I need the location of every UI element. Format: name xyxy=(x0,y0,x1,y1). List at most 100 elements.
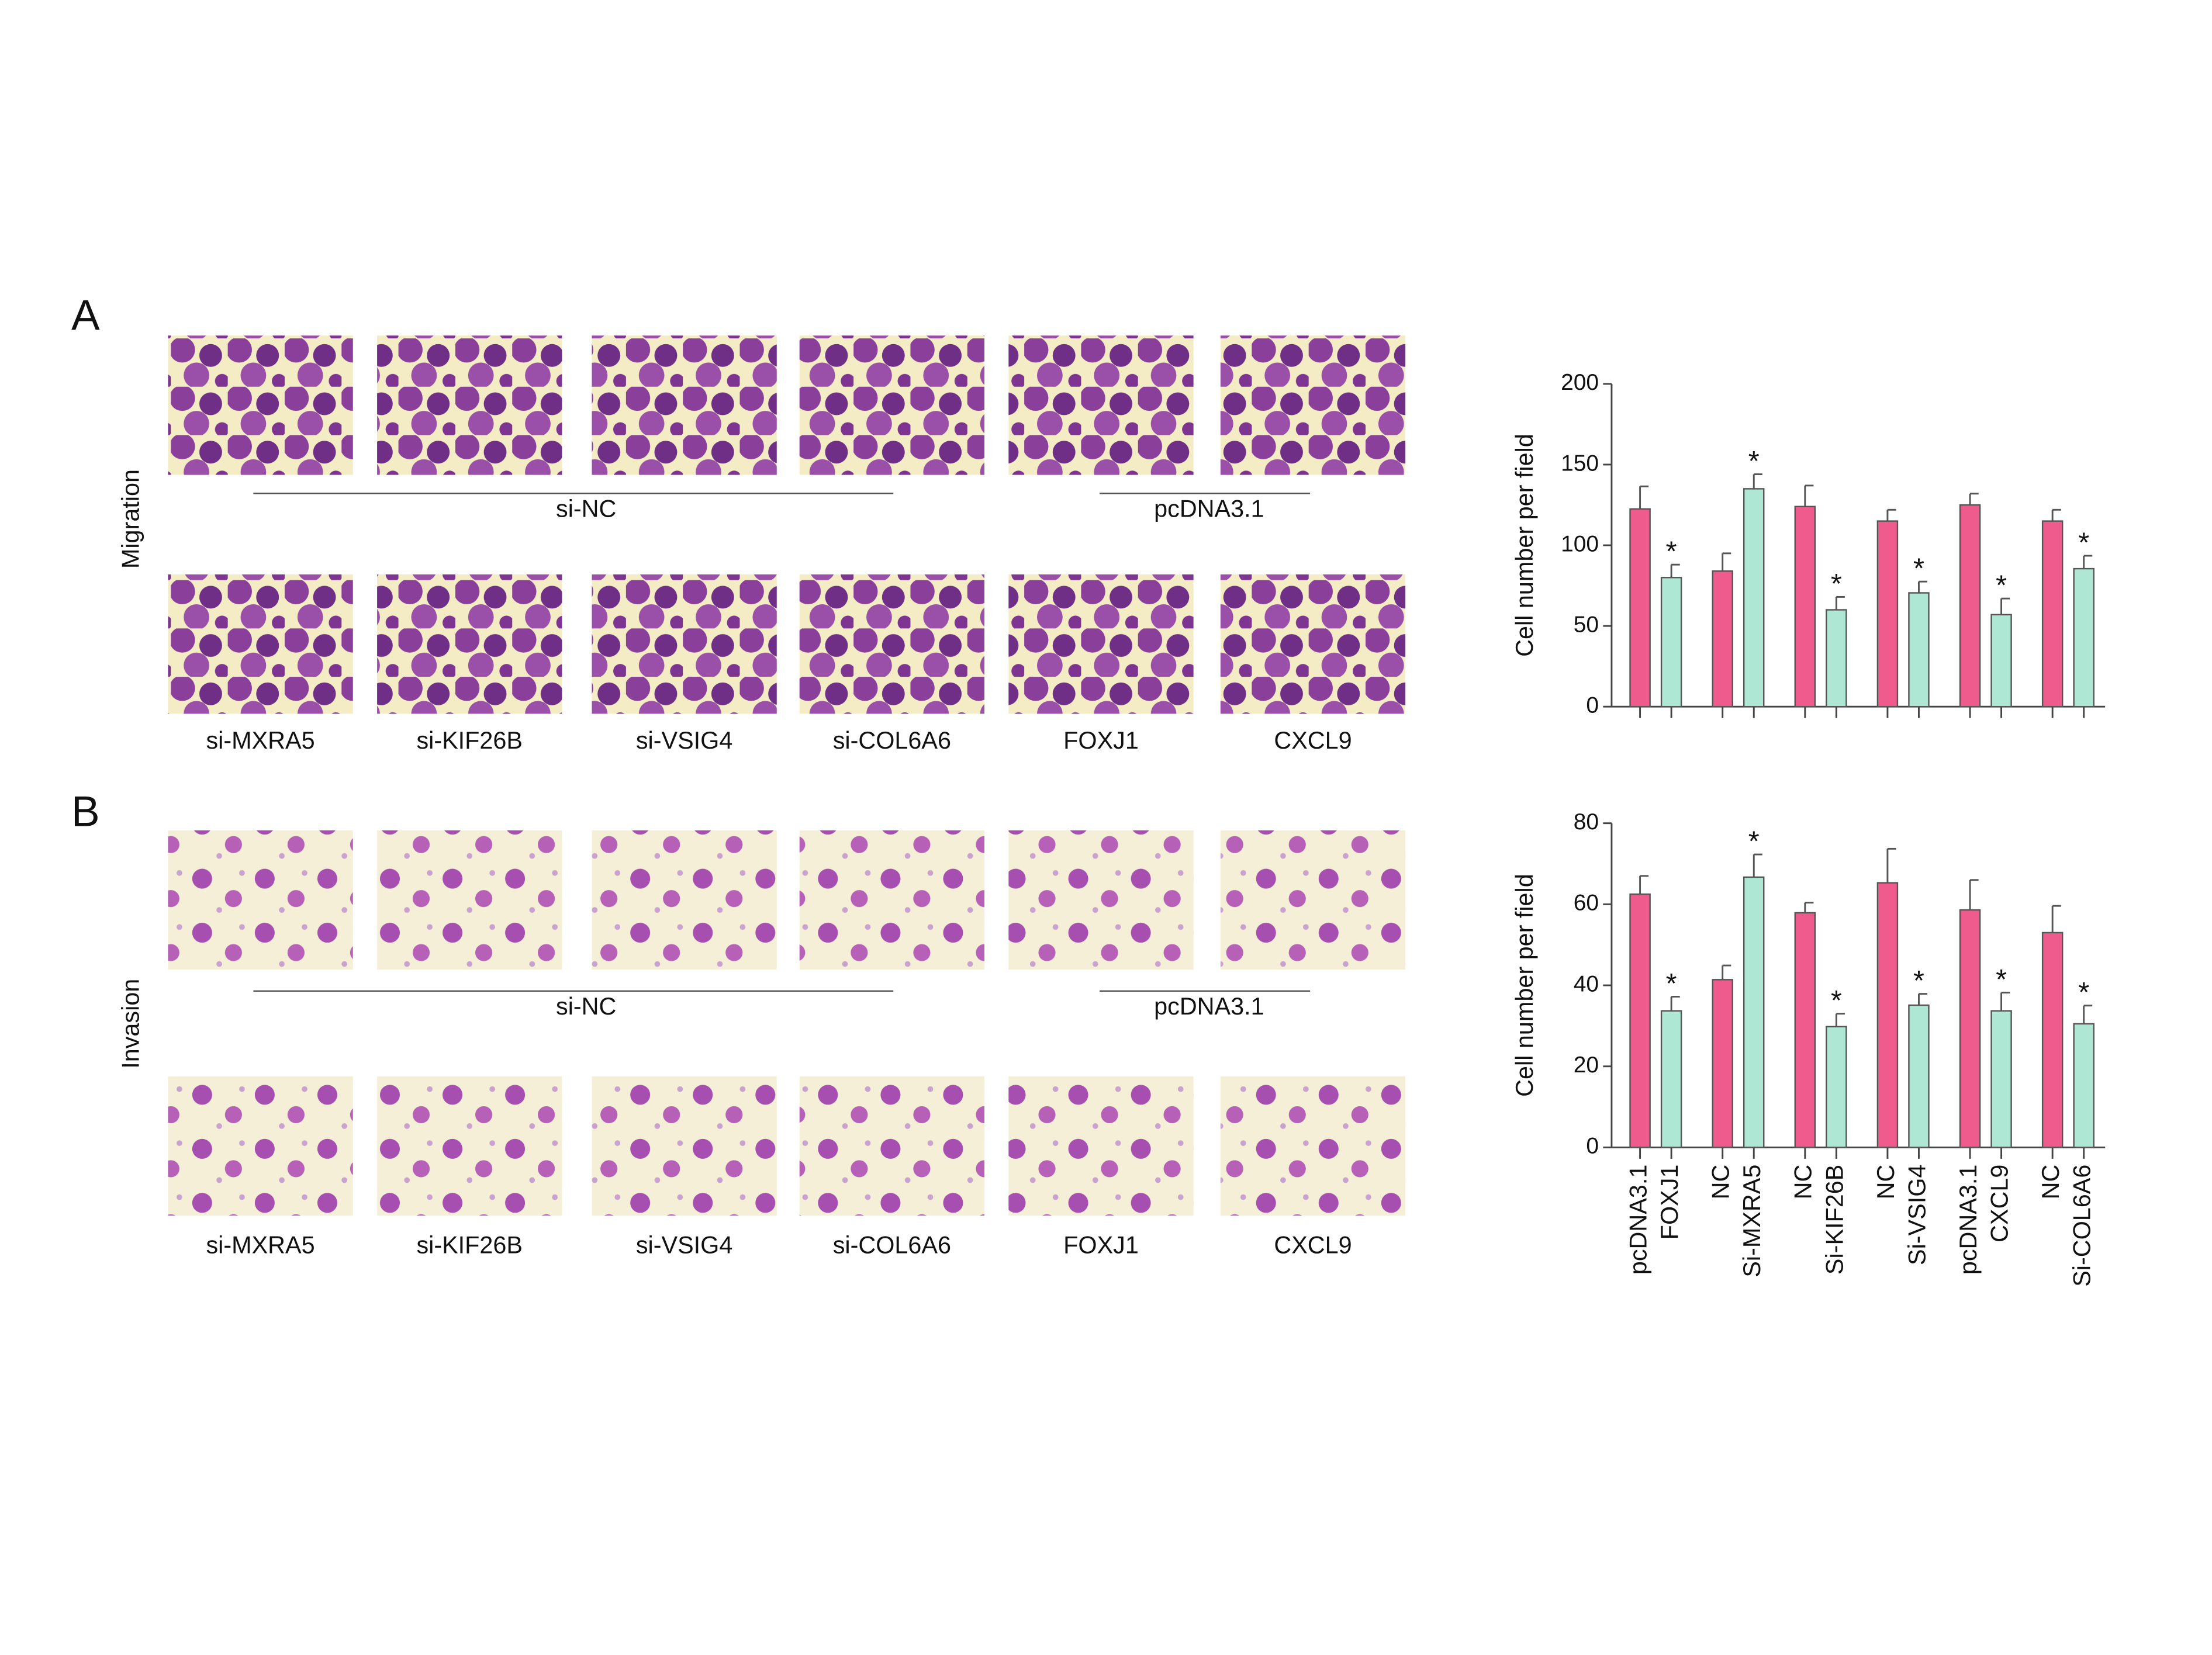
micrograph xyxy=(1008,1076,1194,1216)
x-tick-label: NC xyxy=(1708,1165,1734,1200)
bar xyxy=(1629,893,1651,1148)
image-label: si-VSIG4 xyxy=(636,1232,732,1259)
x-tick-label: Si-COL6A6 xyxy=(2069,1165,2096,1287)
x-tick-label: NC xyxy=(2037,1165,2064,1200)
y-tick-label: 40 xyxy=(1574,971,1599,996)
row-label: Invasion xyxy=(117,979,144,1069)
bar xyxy=(1826,1026,1847,1148)
y-tick-label: 60 xyxy=(1574,891,1599,916)
micrograph xyxy=(799,1076,984,1216)
y-tick-label: 0 xyxy=(1586,1134,1599,1159)
micrograph xyxy=(377,335,562,475)
bar xyxy=(1660,577,1682,708)
y-tick-label: 80 xyxy=(1574,809,1599,835)
image-label: si-KIF26B xyxy=(416,727,523,754)
image-label: si-KIF26B xyxy=(416,1232,523,1259)
micrograph xyxy=(377,574,562,714)
y-tick-label: 0 xyxy=(1586,693,1599,718)
group-label: pcDNA3.1 xyxy=(1154,993,1264,1020)
significance-label: * xyxy=(1996,570,2007,601)
bar xyxy=(1794,505,1816,708)
row-label: Migration xyxy=(117,469,144,569)
micrograph xyxy=(1220,1076,1406,1216)
micrograph xyxy=(1220,335,1406,475)
image-label: FOXJ1 xyxy=(1063,1232,1139,1259)
significance-label: * xyxy=(2078,977,2089,1008)
x-tick-label: FOXJ1 xyxy=(1656,1165,1683,1240)
x-tick-label: NC xyxy=(1872,1165,1899,1200)
micrograph xyxy=(1220,830,1406,970)
micrograph xyxy=(592,335,777,475)
significance-label: * xyxy=(1996,964,2007,995)
image-label: si-VSIG4 xyxy=(636,727,732,754)
bar xyxy=(1712,979,1733,1148)
micrograph xyxy=(1008,830,1194,970)
micrograph xyxy=(377,1076,562,1216)
image-label: CXCL9 xyxy=(1274,727,1352,754)
bar xyxy=(2073,1023,2095,1148)
significance-label: * xyxy=(1748,825,1760,857)
micrograph xyxy=(799,335,984,475)
y-tick-label: 20 xyxy=(1574,1052,1599,1078)
image-label: si-COL6A6 xyxy=(833,1232,951,1259)
significance-label: * xyxy=(1913,965,1924,996)
significance-label: * xyxy=(1831,568,1842,600)
x-tick-label: pcDNA3.1 xyxy=(1625,1165,1652,1275)
bar xyxy=(1629,508,1651,708)
bar xyxy=(1959,909,1981,1148)
bar xyxy=(1876,520,1899,708)
micrograph xyxy=(1220,574,1406,714)
bar xyxy=(1908,592,1930,708)
panel-label: A xyxy=(71,292,100,339)
bar xyxy=(2041,932,2064,1148)
bar xyxy=(1990,1010,2012,1148)
y-tick-label: 50 xyxy=(1574,612,1599,637)
micrograph xyxy=(592,1076,777,1216)
micrograph xyxy=(799,830,984,970)
bar xyxy=(2073,567,2095,708)
micrograph xyxy=(168,335,353,475)
group-label: si-NC xyxy=(556,993,616,1020)
bar xyxy=(1908,1004,1930,1148)
bar xyxy=(1990,614,2012,708)
micrograph xyxy=(592,830,777,970)
micrograph xyxy=(377,830,562,970)
bar xyxy=(1959,504,1981,708)
y-tick-label: 150 xyxy=(1561,451,1599,476)
image-label: CXCL9 xyxy=(1274,1232,1352,1259)
group-label: pcDNA3.1 xyxy=(1154,495,1264,522)
significance-label: * xyxy=(1831,985,1842,1016)
x-tick-label: CXCL9 xyxy=(1986,1165,2013,1242)
micrograph xyxy=(592,574,777,714)
bar xyxy=(1743,876,1765,1148)
significance-label: * xyxy=(1913,553,1924,584)
group-label: si-NC xyxy=(556,495,616,522)
micrograph xyxy=(799,574,984,714)
micrograph xyxy=(1008,574,1194,714)
significance-label: * xyxy=(1666,968,1677,999)
micrograph xyxy=(1008,335,1194,475)
y-axis-label: Cell number per field xyxy=(1511,434,1538,657)
image-label: FOXJ1 xyxy=(1063,727,1139,754)
y-tick-label: 100 xyxy=(1561,531,1599,556)
bar xyxy=(2041,520,2064,708)
micrograph xyxy=(168,1076,353,1216)
significance-label: * xyxy=(1666,536,1677,567)
x-tick-label: pcDNA3.1 xyxy=(1955,1165,1982,1275)
x-tick-label: NC xyxy=(1790,1165,1817,1200)
image-label: si-MXRA5 xyxy=(206,1232,315,1259)
bar xyxy=(1794,912,1816,1148)
image-label: si-MXRA5 xyxy=(206,727,315,754)
bar xyxy=(1826,609,1847,708)
micrograph xyxy=(168,574,353,714)
bar xyxy=(1876,882,1899,1148)
significance-label: * xyxy=(1748,445,1760,477)
image-label: si-COL6A6 xyxy=(833,727,951,754)
x-tick-label: Si-MXRA5 xyxy=(1739,1165,1765,1277)
x-tick-label: Si-VSIG4 xyxy=(1903,1165,1930,1265)
significance-label: * xyxy=(2078,527,2089,558)
x-tick-label: Si-KIF26B xyxy=(1821,1165,1848,1275)
y-tick-label: 200 xyxy=(1561,370,1599,395)
micrograph xyxy=(168,830,353,970)
